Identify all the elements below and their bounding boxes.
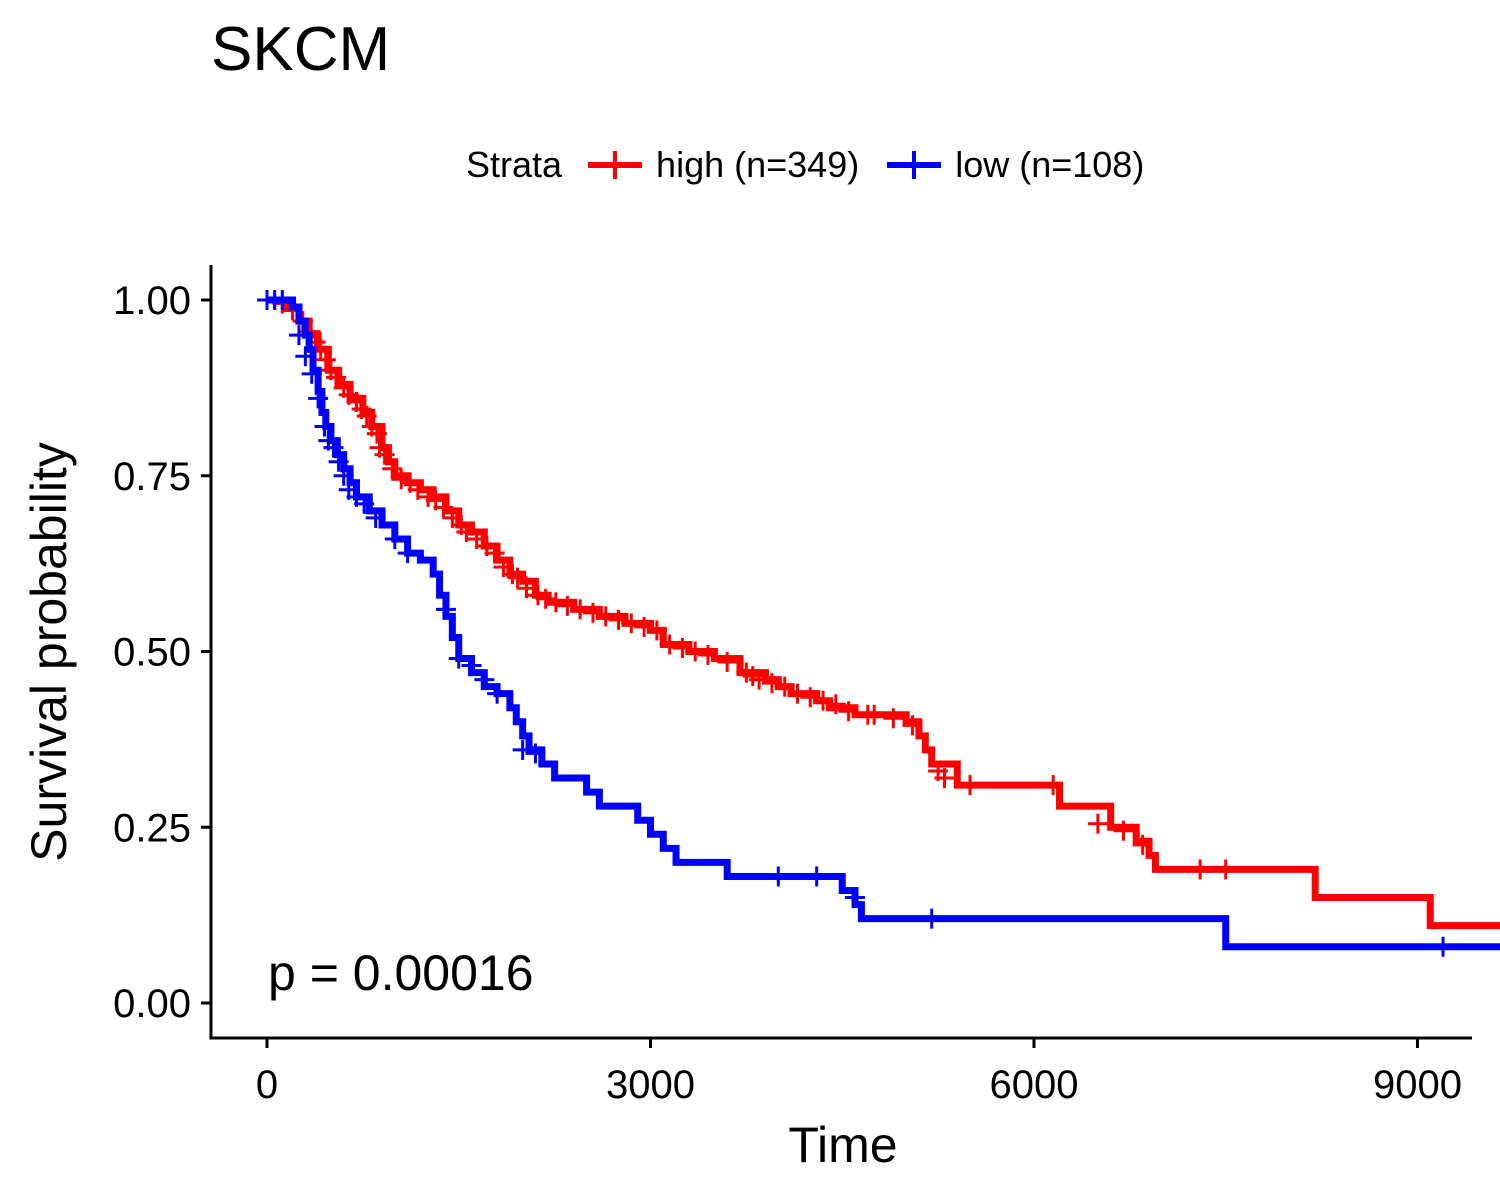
x-tick-label: 3000	[606, 1063, 695, 1107]
legend-title: Strata	[466, 144, 563, 185]
legend-item-high: high (n=349)	[588, 144, 859, 186]
legend-item-low: low (n=108)	[887, 144, 1144, 186]
y-tick-label: 0.25	[113, 806, 191, 850]
survival-curve-low	[267, 296, 1500, 951]
y-tick-label: 1.00	[113, 279, 191, 323]
survival-curves	[257, 290, 1500, 957]
x-tick-label: 6000	[989, 1063, 1078, 1107]
y-tick-label: 0.75	[113, 455, 191, 499]
legend-label-high: high (n=349)	[656, 144, 860, 185]
y-tick-label: 0.00	[113, 982, 191, 1026]
legend-label-low: low (n=108)	[955, 144, 1145, 185]
x-axis-label: Time	[788, 1117, 897, 1173]
legend-key-high	[588, 151, 643, 179]
x-tick-label: 9000	[1373, 1063, 1462, 1107]
legend-key-low	[887, 151, 942, 179]
y-axis-label: Survival probability	[21, 442, 77, 862]
chart-title: SKCM	[211, 15, 391, 84]
legend: Strata high (n=349) low (n=108)	[0, 140, 1500, 190]
p-value-annotation: p = 0.00016	[268, 945, 534, 1001]
y-tick-label: 0.50	[113, 631, 191, 675]
x-tick-label: 0	[256, 1063, 278, 1107]
axes: 0.000.250.500.751.00030006000900012000	[113, 265, 1472, 1107]
